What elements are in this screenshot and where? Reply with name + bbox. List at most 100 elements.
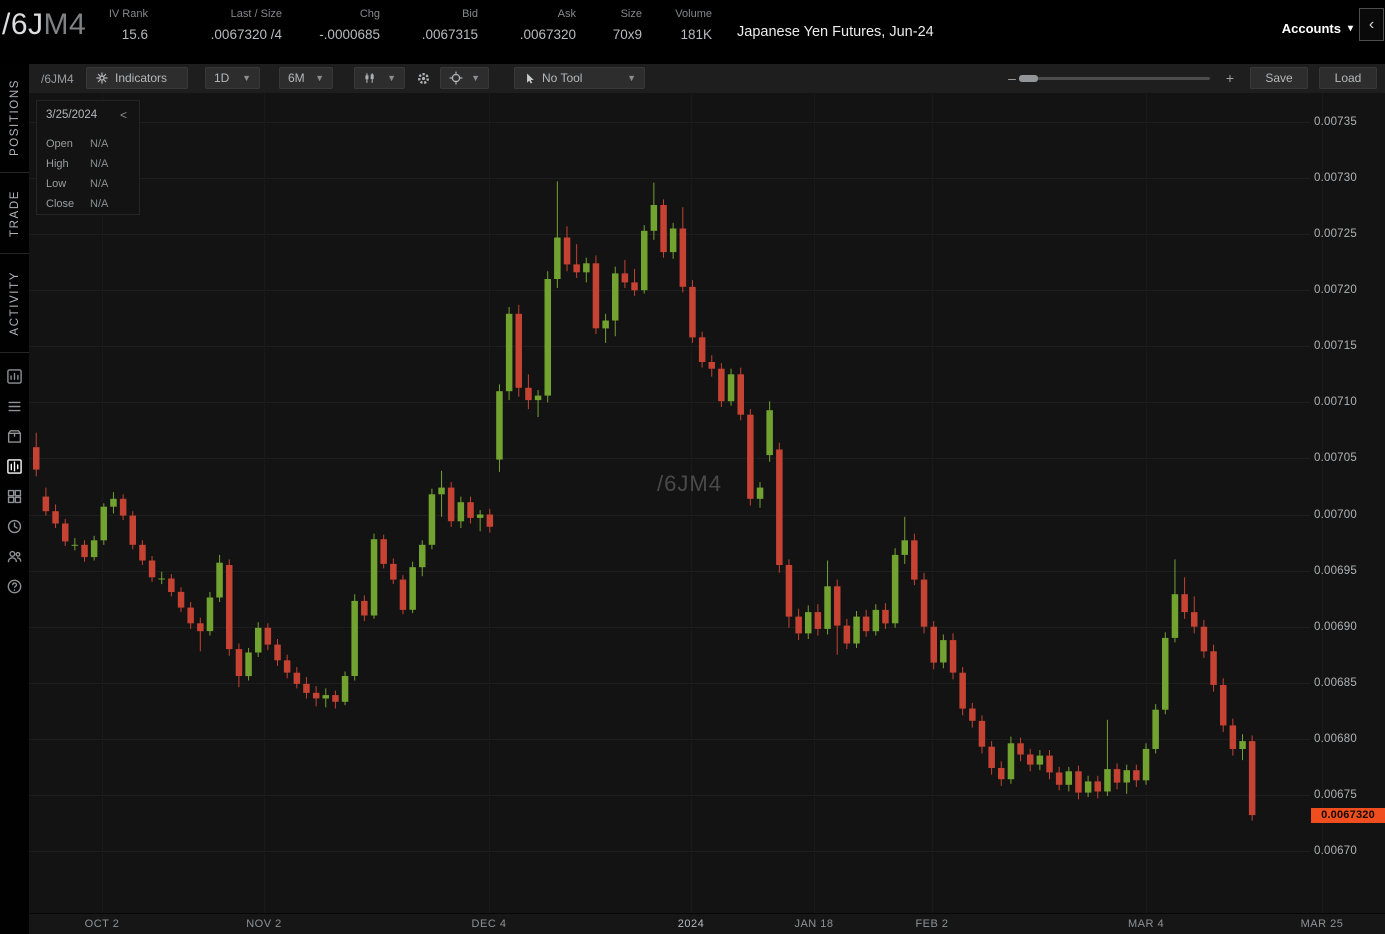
chevron-down-icon: ▼ [387, 73, 396, 83]
crosshair-icon [449, 71, 463, 85]
h-gridline [29, 795, 1310, 796]
chart-panel-icon[interactable] [0, 361, 29, 391]
ohlc-row: Close N/A [46, 198, 109, 210]
ohlc-date: 3/25/2024 [46, 109, 98, 121]
chevron-down-icon: ▼ [242, 73, 251, 83]
h-gridline [29, 402, 1310, 403]
cursor-icon [527, 72, 534, 84]
zoom-slider[interactable] [1019, 75, 1210, 82]
zoom-out-button[interactable]: – [1004, 67, 1020, 89]
price-axis-label: 0.00670 [1314, 844, 1357, 857]
sidebar-tab-activity[interactable]: ACTIVITY [0, 254, 29, 353]
h-gridline [29, 346, 1310, 347]
v-gridline [489, 93, 490, 914]
collapse-panel-button[interactable]: ‹ [1359, 8, 1384, 41]
accounts-label: Accounts [1281, 21, 1341, 36]
chart-settings-button[interactable] [410, 67, 436, 89]
drawing-tool-dropdown[interactable]: No Tool ▼ [514, 67, 645, 89]
range-value: 6M [288, 71, 305, 85]
h-gridline [29, 851, 1310, 852]
stat-ask: Ask .0067320 [519, 8, 576, 42]
grid-icon[interactable] [0, 481, 29, 511]
ohlc-panel: 3/25/2024 < Open N/A High N/A Low N/A Close N/A [36, 100, 140, 215]
sidebar-tab-positions[interactable]: POSITIONS [0, 64, 29, 173]
v-gridline [1322, 93, 1323, 914]
price-axis-label: 0.00720 [1314, 284, 1357, 297]
time-axis-label: NOV 2 [246, 918, 282, 930]
h-gridline [29, 178, 1310, 179]
gear-icon [417, 72, 429, 84]
symbol-suffix: M4 [43, 8, 87, 41]
users-icon[interactable] [0, 541, 29, 571]
ohlc-row: High N/A [46, 158, 109, 170]
header-stats: IV Rank 15.6 Last / Size .0067320 /4 Chg -.00… [100, 8, 712, 42]
package-icon[interactable] [0, 421, 29, 451]
h-gridline [29, 458, 1310, 459]
h-gridline [29, 627, 1310, 628]
range-dropdown[interactable]: 6M ▼ [279, 67, 333, 89]
price-axis-label: 0.00705 [1314, 452, 1357, 465]
indicators-button[interactable]: Indicators [86, 67, 188, 89]
minus-icon: – [1008, 70, 1016, 86]
v-gridline [102, 93, 103, 914]
load-button[interactable]: Load [1319, 67, 1377, 89]
symbol-root: /6J [2, 8, 44, 41]
price-axis-label: 0.00680 [1314, 732, 1357, 745]
last-price-tag: 0.0067320 [1311, 807, 1385, 823]
indicators-icon [96, 72, 108, 84]
price-axis-label: 0.00690 [1314, 620, 1357, 633]
chevron-down-icon: ▼ [471, 73, 480, 83]
price-axis-label: 0.00700 [1314, 508, 1357, 521]
h-gridline [29, 571, 1310, 572]
price-axis-label: 0.00725 [1314, 228, 1357, 241]
h-gridline [29, 234, 1310, 235]
history-icon[interactable] [0, 511, 29, 541]
chart-style-dropdown[interactable]: ▼ [354, 67, 405, 89]
load-label: Load [1334, 71, 1362, 85]
chevron-down-icon: ▾ [1347, 23, 1353, 34]
price-axis-label: 0.00695 [1314, 564, 1357, 577]
v-gridline [264, 93, 265, 914]
timeframe-dropdown[interactable]: 1D ▼ [205, 67, 260, 89]
stat-volume: Volume 181K [675, 8, 712, 42]
time-axis-label: MAR 4 [1127, 918, 1165, 930]
chart-toolbar: /6JM4 Indicators 1D ▼ 6M ▼ ▼ ▼ [29, 64, 1385, 94]
time-axis-label: MAR 25 [1300, 918, 1344, 930]
chart-canvas[interactable]: /6JM4 0.00735 0.00730 0.00725 0.00720 0.0071… [29, 93, 1385, 914]
sidebar-tab-label: TRADE [8, 189, 21, 237]
chart-grid-icon[interactable] [0, 451, 29, 481]
previous-day-arrow[interactable]: < [119, 108, 127, 122]
time-axis-label: DEC 4 [471, 918, 507, 930]
time-axis-label: JAN 18 [794, 918, 834, 930]
left-sidebar: POSITIONS TRADE ACTIVITY [0, 64, 29, 934]
sidebar-tab-trade[interactable]: TRADE [0, 173, 29, 254]
toolbar-symbol-label: /6JM4 [41, 72, 74, 86]
zoom-slider-handle[interactable] [1019, 75, 1038, 82]
h-gridline [29, 683, 1310, 684]
sidebar-tab-label: POSITIONS [8, 79, 21, 157]
save-button[interactable]: Save [1250, 67, 1308, 89]
top-header: /6JM4 IV Rank 15.6 Last / Size .0067320 /4 C… [0, 0, 1385, 64]
chevron-left-icon: ‹ [1368, 15, 1375, 33]
instrument-name: Japanese Yen Futures, Jun-24 [737, 24, 934, 40]
list-icon[interactable] [0, 391, 29, 421]
help-icon[interactable] [0, 571, 29, 601]
time-axis[interactable]: OCT 2 NOV 2 DEC 4 2024 JAN 18 FEB 2 MAR 4 MAR 2… [29, 913, 1385, 934]
plus-icon: + [1225, 70, 1235, 86]
sidebar-tab-label: ACTIVITY [8, 270, 21, 336]
accounts-dropdown[interactable]: Accounts ▾ [1282, 21, 1353, 36]
indicators-label: Indicators [115, 71, 168, 85]
h-gridline [29, 290, 1310, 291]
time-axis-label: 2024 [677, 918, 705, 930]
stat-bid: Bid .0067315 [421, 8, 478, 42]
sidebar-icon-stack [0, 361, 29, 601]
candlestick-style-icon [365, 73, 374, 83]
tool-value: No Tool [542, 71, 583, 85]
symbol-title: /6JM4 [2, 8, 86, 42]
zoom-in-button[interactable]: + [1222, 67, 1238, 89]
crosshair-dropdown[interactable]: ▼ [440, 67, 489, 89]
chevron-down-icon: ▼ [315, 73, 324, 83]
h-gridline [29, 515, 1310, 516]
ohlc-row: Low N/A [46, 178, 109, 190]
h-gridline [29, 739, 1310, 740]
